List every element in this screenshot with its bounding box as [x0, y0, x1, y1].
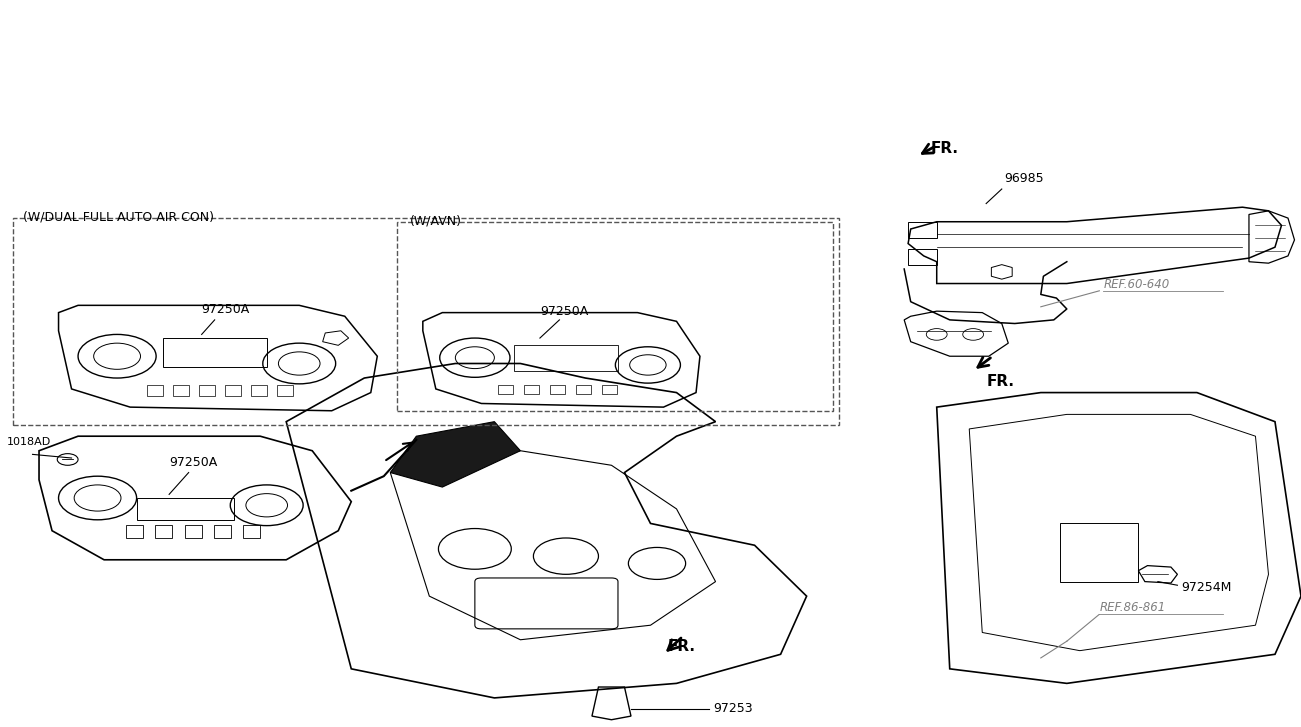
Bar: [514, 345, 618, 371]
Text: 97250A: 97250A: [540, 305, 588, 318]
Bar: [908, 249, 937, 265]
Bar: [524, 385, 539, 394]
Bar: [397, 222, 833, 411]
Text: (W/DUAL FULL AUTO AIR CON): (W/DUAL FULL AUTO AIR CON): [23, 210, 215, 223]
Bar: [126, 525, 143, 538]
Bar: [908, 222, 937, 238]
Bar: [163, 338, 267, 367]
Bar: [225, 385, 241, 396]
Bar: [251, 385, 267, 396]
Text: 97253: 97253: [713, 702, 752, 715]
Bar: [173, 385, 189, 396]
Bar: [199, 385, 215, 396]
Text: 97250A: 97250A: [169, 456, 217, 469]
Text: REF.86-861: REF.86-861: [1099, 601, 1166, 614]
Bar: [13, 218, 839, 425]
Bar: [243, 525, 260, 538]
Text: FR.: FR.: [667, 639, 696, 654]
Text: 97250A: 97250A: [202, 303, 250, 316]
Bar: [147, 385, 163, 396]
Text: REF.60-640: REF.60-640: [1103, 278, 1170, 291]
Bar: [155, 525, 172, 538]
Bar: [602, 385, 617, 394]
Text: 1018AD: 1018AD: [7, 437, 51, 447]
Bar: [498, 385, 513, 394]
Text: FR.: FR.: [986, 374, 1015, 390]
Bar: [576, 385, 591, 394]
Text: (W/AVN): (W/AVN): [410, 214, 462, 228]
Bar: [213, 525, 232, 538]
Text: 97254M: 97254M: [1181, 581, 1232, 594]
Bar: [550, 385, 565, 394]
Text: 96985: 96985: [1004, 172, 1043, 185]
Bar: [277, 385, 293, 396]
Text: FR.: FR.: [930, 141, 959, 156]
Polygon shape: [390, 422, 520, 487]
Bar: [185, 525, 202, 538]
Bar: [137, 498, 234, 520]
